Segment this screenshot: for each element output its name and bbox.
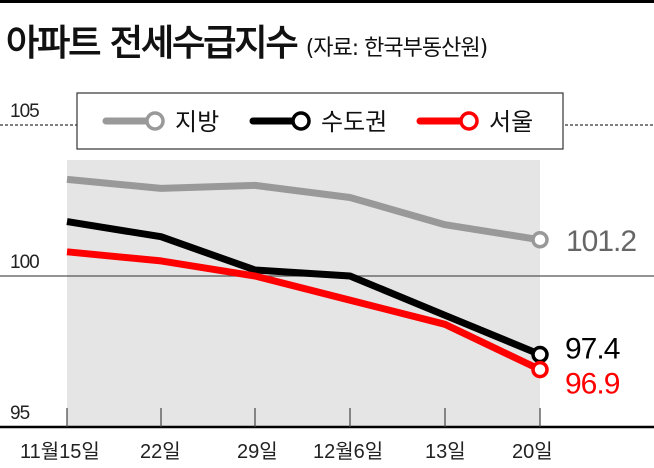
legend: 지방 수도권 서울 [76,92,564,150]
legend-box [76,92,564,150]
x-ticks [66,408,541,427]
series-line-capital [66,218,542,358]
series-line-local [66,175,541,244]
x-tick-label: 13일 [425,440,466,463]
y-tick-100: 100 [10,252,39,273]
end-marker-seoul [531,360,549,379]
end-marker-local [531,231,549,249]
legend-label-local: 지방 [175,108,219,136]
x-tick-label: 29일 [237,440,278,463]
legend-item-local: 지방 [102,108,219,136]
x-tick-label: 20일 [512,440,553,463]
series-line-seoul [66,248,542,373]
legend-item-capital: 수도권 [249,108,387,136]
end-label-capital: 97.4 [565,333,620,366]
x-tick-label: 12월6일 [313,440,383,463]
end-marker-capital [531,345,549,364]
chart-source: (자료: 한국부동산원) [305,36,488,61]
legend-swatch-marker [145,111,165,131]
y-tick-105: 105 [10,101,39,122]
x-tick-label: 11월15일 [20,440,100,463]
header: 아파트 전세수급지수 (자료: 한국부동산원) [6,14,488,66]
legend-item-seoul: 서울 [416,108,533,136]
legend-swatch-marker [291,111,311,131]
chart-title: 아파트 전세수급지수 [6,23,299,64]
legend-label-capital: 수도권 [321,108,387,136]
end-label-seoul: 96.9 [565,368,620,401]
top-border [0,0,654,3]
end-label-local: 101.2 [566,225,636,258]
x-tick-labels: 11월15일 22일 29일 12월6일 13일 20일 [20,440,553,463]
y-tick-95: 95 [10,403,30,424]
plot-area-fill [67,160,540,427]
x-tick-label: 22일 [140,440,181,463]
legend-label-seoul: 서울 [489,108,533,136]
legend-swatch-marker [459,111,479,131]
